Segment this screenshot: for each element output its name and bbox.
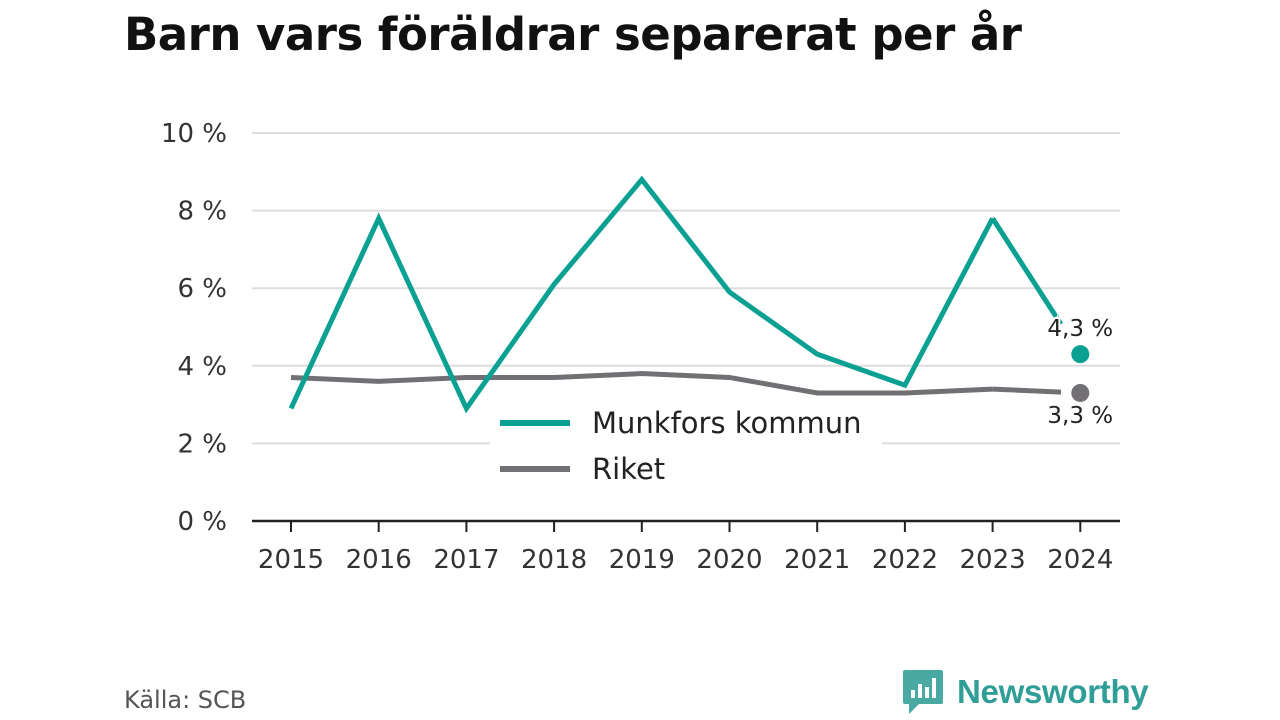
y-axis-ticks: 0 % 2 % 4 % 6 % 8 % 10 % — [161, 119, 227, 537]
y-tick-label: 0 % — [177, 507, 227, 537]
x-tick-label: 2020 — [696, 545, 762, 575]
y-tick-label: 6 % — [177, 274, 227, 304]
y-tick-label: 2 % — [177, 429, 227, 459]
x-axis: 2015 2016 2017 2018 2019 2020 2021 2022 2023 2024 — [252, 519, 1120, 575]
newsworthy-logo-icon — [903, 670, 943, 714]
series-line-riket — [290, 371, 993, 396]
gridlines — [252, 132, 1120, 445]
x-tick-label: 2019 — [609, 545, 675, 575]
chart-title: Barn vars föräldrar separerat per år — [124, 8, 1022, 61]
end-point-marker — [1071, 383, 1090, 402]
end-value-label: 3,3 % — [1047, 403, 1113, 429]
x-tick-label: 2022 — [872, 545, 938, 575]
y-tick-label: 4 % — [177, 352, 227, 382]
legend-background — [490, 403, 882, 495]
x-tick-label: 2015 — [258, 545, 324, 575]
end-value-label: 4,3 % — [1047, 316, 1113, 342]
series-line-end-riket — [992, 386, 1071, 396]
x-tick-label: 2021 — [784, 545, 850, 575]
series-lines — [288, 175, 1077, 414]
x-tick-label: 2023 — [960, 545, 1026, 575]
y-tick-label: 8 % — [177, 197, 227, 227]
brand-logo: Newsworthy — [903, 670, 1149, 714]
series-line-end-munkfors-kommun — [990, 217, 1077, 348]
x-tick-label: 2016 — [346, 545, 412, 575]
x-tick-label: 2024 — [1047, 545, 1113, 575]
brand-name: Newsworthy — [957, 673, 1149, 710]
legend: Munkfors kommun Riket — [490, 403, 882, 495]
x-tick-label: 2018 — [521, 545, 587, 575]
end-point-marker — [1071, 345, 1090, 364]
x-tick-label: 2017 — [433, 545, 499, 575]
series-line-munkfors-kommun — [288, 175, 995, 414]
legend-label: Riket — [592, 452, 665, 486]
end-markers: 4,3 % 3,3 % — [1045, 314, 1115, 431]
source-note: Källa: SCB — [124, 686, 247, 714]
y-tick-label: 10 % — [161, 119, 227, 149]
legend-label: Munkfors kommun — [592, 406, 862, 440]
